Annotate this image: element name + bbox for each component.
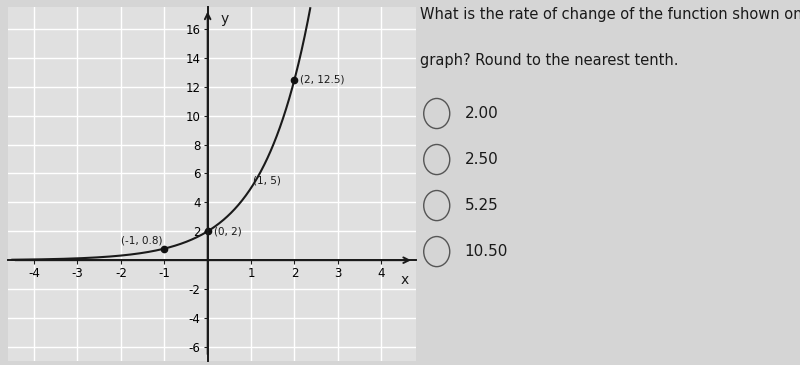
Text: y: y bbox=[221, 12, 229, 26]
Text: x: x bbox=[401, 273, 410, 287]
Text: (1, 5): (1, 5) bbox=[254, 175, 281, 185]
Text: (0, 2): (0, 2) bbox=[214, 226, 242, 236]
Text: 10.50: 10.50 bbox=[465, 244, 508, 259]
Text: 2.00: 2.00 bbox=[465, 106, 498, 121]
Text: (-1, 0.8): (-1, 0.8) bbox=[121, 236, 162, 246]
Text: What is the rate of change of the function shown on the: What is the rate of change of the functi… bbox=[420, 7, 800, 22]
Text: (2, 12.5): (2, 12.5) bbox=[300, 74, 344, 85]
Text: 5.25: 5.25 bbox=[465, 198, 498, 213]
Text: graph? Round to the nearest tenth.: graph? Round to the nearest tenth. bbox=[420, 53, 678, 68]
Text: 2.50: 2.50 bbox=[465, 152, 498, 167]
